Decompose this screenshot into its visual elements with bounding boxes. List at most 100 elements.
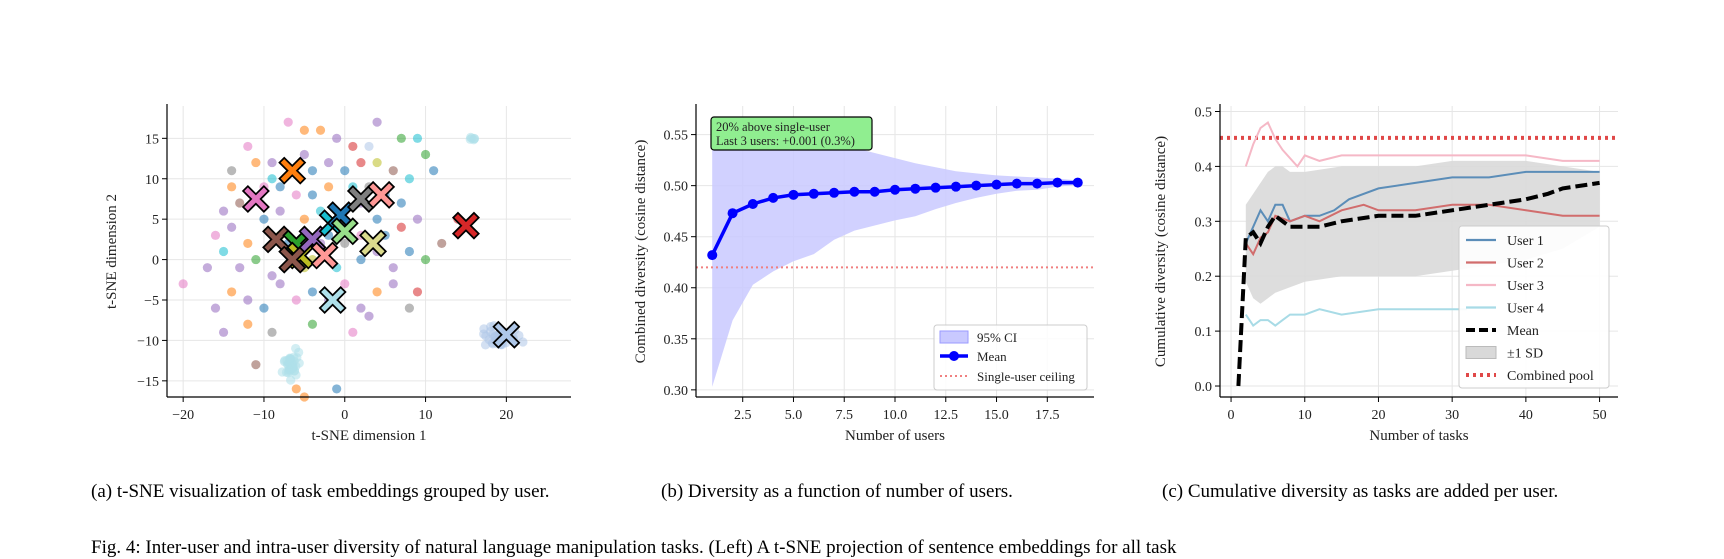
cluster-point	[514, 330, 524, 341]
x-tick-label: 20	[499, 408, 513, 423]
scatter-point	[332, 384, 342, 394]
y-tick-label: −5	[144, 294, 159, 309]
scatter-point	[251, 254, 261, 265]
scatter-point	[259, 214, 269, 224]
figure-caption: Fig. 4: Inter-user and intra-user divers…	[91, 537, 1177, 558]
y-tick-label: 0.50	[664, 180, 689, 195]
y-tick-label: 0.35	[664, 333, 689, 348]
mean-point	[950, 181, 961, 192]
scatter-point	[291, 384, 301, 394]
caption-c: (c) Cumulative diversity as tasks are ad…	[1162, 481, 1559, 502]
cluster-point	[481, 331, 491, 341]
scatter-point	[324, 182, 334, 192]
scatter-point	[251, 360, 261, 370]
legend-label-0: User 1	[1507, 234, 1544, 249]
caption-b: (b) Diversity as a function of number of…	[661, 481, 1013, 502]
mean-point	[971, 180, 982, 191]
scatter-point	[364, 311, 374, 321]
x-tick-label: −20	[172, 408, 194, 423]
y-tick-label: −10	[137, 334, 159, 349]
scatter-point	[372, 117, 382, 127]
annotation-line-2: Last 3 users: +0.001 (0.3%)	[716, 134, 855, 148]
scatter-point	[404, 246, 414, 257]
y-tick-label: 0.3	[1195, 215, 1213, 230]
scatter-point	[218, 327, 229, 337]
y-axis-label: Combined diversity (cosine distance)	[633, 140, 649, 364]
legend-ci-swatch	[939, 330, 969, 344]
scatter-point	[291, 295, 301, 305]
scatter-point	[356, 157, 366, 168]
y-tick-label: 15	[145, 132, 159, 147]
scatter-point	[299, 214, 309, 224]
scatter-point	[267, 174, 277, 184]
scatter-point	[267, 327, 277, 337]
centroid-marker-fill	[361, 231, 385, 255]
scatter-point	[388, 279, 398, 289]
scatter-point	[420, 149, 431, 160]
scatter-point	[404, 303, 414, 313]
scatter-point	[227, 287, 237, 297]
legend-label-3: User 4	[1507, 302, 1544, 317]
centroid-marker-fill	[349, 187, 373, 211]
scatter-point	[332, 133, 342, 143]
scatter-point	[291, 190, 301, 200]
scatter-point	[356, 303, 366, 313]
scatter-point	[275, 279, 285, 289]
scatter-point	[388, 166, 398, 176]
x-tick-label: 0	[1228, 408, 1235, 423]
scatter-point	[267, 157, 277, 168]
cluster-point	[285, 354, 295, 365]
y-tick-label: 0	[152, 254, 159, 269]
centroid-marker-fill	[369, 183, 393, 207]
scatter-point	[412, 214, 423, 224]
legend: User 1 User 2 User 3 User 4 Mean ±1 SD Combine…	[1458, 225, 1610, 389]
scatter-point	[299, 125, 309, 135]
scatter-point	[340, 238, 350, 249]
scatter-point	[299, 149, 309, 160]
scatter-point	[429, 166, 439, 176]
x-axis-label: t-SNE dimension 1	[312, 428, 427, 444]
caption-a: (a) t-SNE visualization of task embeddin…	[91, 481, 550, 502]
x-tick-label: 10	[1298, 408, 1312, 423]
centroid-marker-fill	[321, 288, 345, 312]
x-tick-label: 30	[1445, 408, 1459, 423]
mean-point	[869, 186, 880, 197]
scatter-point	[267, 271, 277, 281]
x-tick-label: 7.5	[835, 408, 853, 423]
scatter-point	[227, 182, 237, 192]
mean-point	[829, 187, 840, 198]
x-axis-label: Number of tasks	[1369, 428, 1468, 444]
centroid-marker-fill	[244, 187, 268, 211]
scatter-point	[388, 263, 398, 273]
scatter-point	[243, 238, 253, 249]
legend-ci-label: 95% CI	[977, 330, 1017, 345]
scatter-point	[340, 279, 350, 289]
annotation-background	[710, 116, 873, 151]
scatter-point	[235, 198, 245, 208]
scatter-point	[283, 117, 293, 127]
x-tick-label: 15.0	[984, 408, 1009, 423]
mean-point	[1072, 177, 1083, 188]
scatter-point	[372, 214, 382, 224]
scatter-point	[178, 279, 188, 289]
cluster-point	[466, 132, 476, 142]
mean-point	[707, 250, 718, 261]
scatter-point	[372, 287, 382, 297]
scatter-point	[243, 141, 253, 152]
y-axis-label: t-SNE dimension 2	[104, 194, 120, 309]
mean-point	[747, 199, 758, 210]
scatter-point	[243, 295, 253, 305]
centroid-marker-fill	[264, 227, 288, 251]
scatter-point	[356, 254, 366, 265]
x-tick-label: 10.0	[883, 408, 908, 423]
x-tick-label: 50	[1593, 408, 1607, 423]
scatter-point	[218, 246, 229, 257]
legend: 95% CI Mean Single-user ceiling	[933, 324, 1088, 391]
scatter-point	[404, 174, 414, 184]
y-tick-label: 0.40	[664, 282, 689, 297]
legend-sd-label: ±1 SD	[1507, 347, 1543, 362]
mean-point	[890, 184, 900, 195]
legend-label-2: User 3	[1507, 279, 1544, 294]
